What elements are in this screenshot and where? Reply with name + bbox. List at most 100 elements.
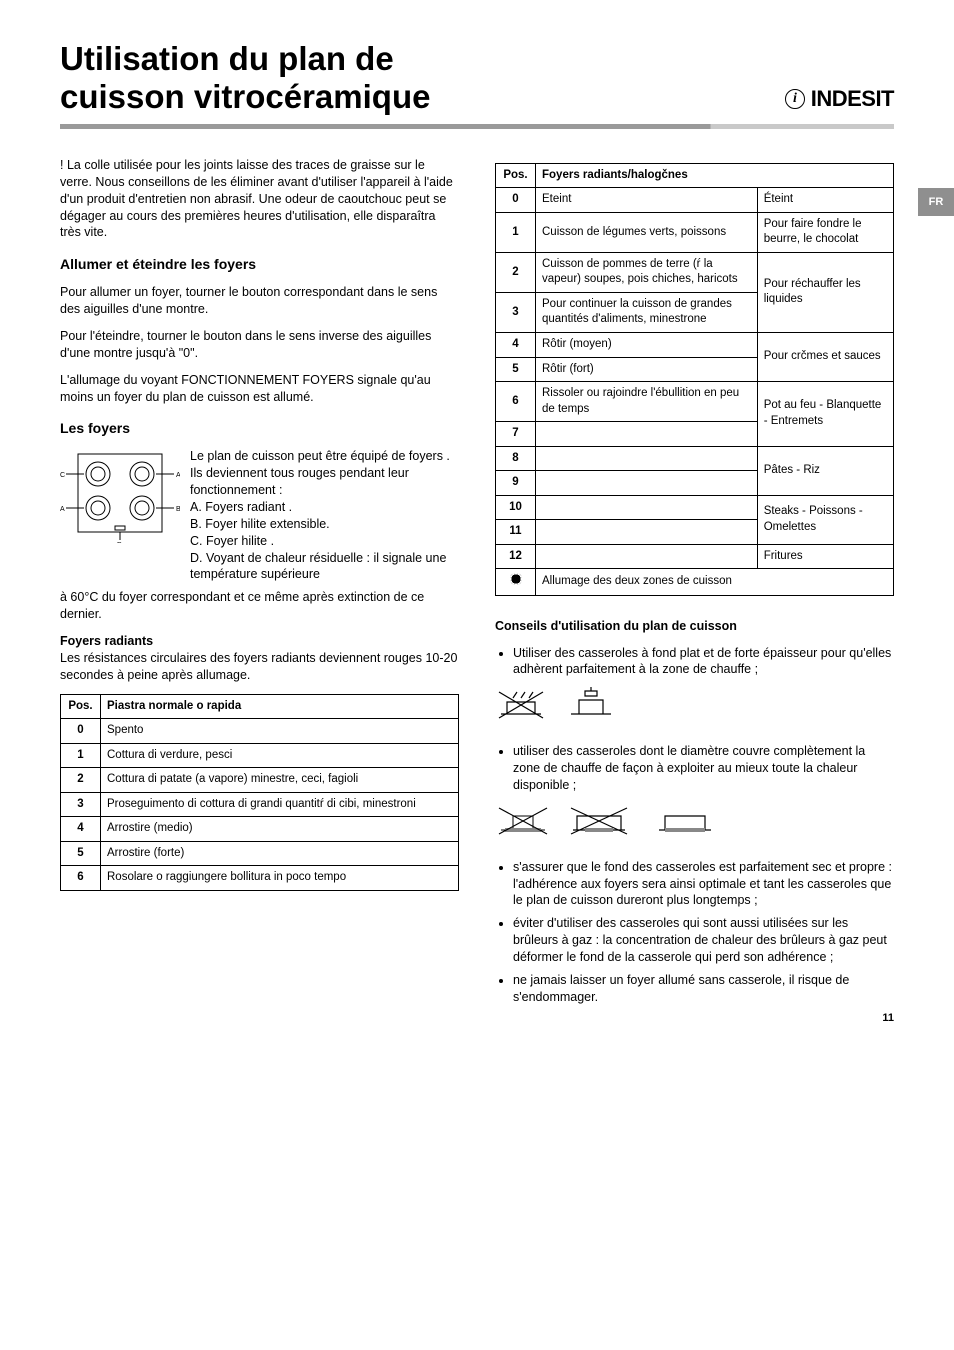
t2-r2-c1: Cuisson de pommes de terre (ŕ la vapeur)… xyxy=(536,252,758,292)
radiants-block: Foyers radiants Les résistances circulai… xyxy=(60,633,459,684)
t2-r2-c2: Pour réchauffer les liquides xyxy=(757,252,893,332)
tip-5: ne jamais laisser un foyer allumé sans c… xyxy=(513,972,894,1006)
t2-r12-c2: Fritures xyxy=(757,544,893,569)
t2-head-desc: Foyers radiants/halogčnes xyxy=(536,163,894,188)
radiants-p: Les résistances circulaires des foyers r… xyxy=(60,651,457,682)
svg-text:B: B xyxy=(176,506,180,513)
t2-r10-pos: 10 xyxy=(496,495,536,520)
logo-icon: i xyxy=(785,89,805,109)
t2-r10-c2: Steaks - Poissons - Omelettes xyxy=(757,495,893,544)
tips-heading-block: Conseils d'utilisation du plan de cuisso… xyxy=(495,618,894,635)
brand-text: INDESIT xyxy=(811,86,894,112)
t2-footer-icon xyxy=(496,569,536,596)
t2-r12-pos: 12 xyxy=(496,544,536,569)
t2-r6-c2: Pot au feu - Blanquette - Entremets xyxy=(757,382,893,447)
t2-r8-c2: Pâtes - Riz xyxy=(757,446,893,495)
dual-zone-icon xyxy=(510,573,522,585)
t2-r11-pos: 11 xyxy=(496,520,536,545)
cooktop-diagram: C A A B D xyxy=(60,448,180,543)
header-rule xyxy=(60,124,894,129)
svg-text:D: D xyxy=(117,542,122,543)
svg-text:C: C xyxy=(60,472,65,479)
t2-r1-c1: Cuisson de légumes verts, poissons xyxy=(536,212,758,252)
left-column: ! La colle utilisée pour les joints lais… xyxy=(60,157,459,1012)
foyers-legend: Le plan de cuisson peut être équipé de f… xyxy=(190,448,459,583)
title-line1: Utilisation du plan de xyxy=(60,40,394,77)
t2-footer: Allumage des deux zones de cuisson xyxy=(536,569,894,596)
t2-r0-c2: Éteint xyxy=(757,188,893,213)
page-title: Utilisation du plan de cuisson vitrocéra… xyxy=(60,40,430,116)
t1-r5-pos: 5 xyxy=(61,841,101,866)
tips-list: Utiliser des casseroles à fond plat et d… xyxy=(495,645,894,679)
t2-r4-c2: Pour crčmes et sauces xyxy=(757,333,893,382)
t2-r9-c1 xyxy=(536,471,758,496)
t2-r12-c1 xyxy=(536,544,758,569)
t2-r7-pos: 7 xyxy=(496,422,536,447)
t2-r1-c2: Pour faire fondre le beurre, le chocolat xyxy=(757,212,893,252)
tip-2: utiliser des casseroles dont le diamètre… xyxy=(513,743,894,794)
t1-r4-desc: Arrostire (medio) xyxy=(101,817,459,842)
t2-r5-pos: 5 xyxy=(496,357,536,382)
ignite-p3: L'allumage du voyant FONCTIONNEMENT FOYE… xyxy=(60,372,459,406)
t1-r6-pos: 6 xyxy=(61,866,101,891)
tips-icons-1 xyxy=(495,684,894,729)
foyers-c: C. Foyer hilite . xyxy=(190,534,274,548)
t2-r0-c1: Eteint xyxy=(536,188,758,213)
t2-r4-pos: 4 xyxy=(496,333,536,358)
t1-r4-pos: 4 xyxy=(61,817,101,842)
t2-r6-pos: 6 xyxy=(496,382,536,422)
t1-r1-desc: Cottura di verdure, pesci xyxy=(101,743,459,768)
foyers-tail: à 60°C du foyer correspondant et ce même… xyxy=(60,589,459,623)
heading-tips: Conseils d'utilisation du plan de cuisso… xyxy=(495,619,737,633)
t2-r3-c1: Pour continuer la cuisson de grandes qua… xyxy=(536,292,758,332)
t2-head-pos: Pos. xyxy=(496,163,536,188)
page-header: Utilisation du plan de cuisson vitrocéra… xyxy=(60,40,894,116)
t1-r5-desc: Arrostire (forte) xyxy=(101,841,459,866)
tip-4: éviter d'utiliser des casseroles qui son… xyxy=(513,915,894,966)
t2-r5-c1: Rôtir (fort) xyxy=(536,357,758,382)
foyers-diagram-block: C A A B D Le plan de cuisson peut être é… xyxy=(60,448,459,583)
t1-r0-desc: Spento xyxy=(101,719,459,744)
foyers-d: D. Voyant de chaleur résiduelle : il sig… xyxy=(190,551,446,582)
table-piastra: Pos. Piastra normale o rapida 0Spento 1C… xyxy=(60,694,459,891)
foyers-intro: Le plan de cuisson peut être équipé de f… xyxy=(190,449,450,497)
t1-r6-desc: Rosolare o raggiungere bollitura in poco… xyxy=(101,866,459,891)
t2-r0-pos: 0 xyxy=(496,188,536,213)
t2-r8-pos: 8 xyxy=(496,446,536,471)
t2-r2-pos: 2 xyxy=(496,252,536,292)
heading-foyers: Les foyers xyxy=(60,419,459,438)
t1-r2-pos: 2 xyxy=(61,768,101,793)
foyers-b: B. Foyer hilite extensible. xyxy=(190,517,330,531)
tips-list-2: utiliser des casseroles dont le diamètre… xyxy=(495,743,894,794)
t2-r1-pos: 1 xyxy=(496,212,536,252)
tips-icons-2 xyxy=(495,800,894,845)
svg-text:A: A xyxy=(176,472,180,479)
t1-head-pos: Pos. xyxy=(61,694,101,719)
t1-head-desc: Piastra normale o rapida xyxy=(101,694,459,719)
t1-r1-pos: 1 xyxy=(61,743,101,768)
t2-r11-c1 xyxy=(536,520,758,545)
t1-r0-pos: 0 xyxy=(61,719,101,744)
t2-r3-pos: 3 xyxy=(496,292,536,332)
tip-1: Utiliser des casseroles à fond plat et d… xyxy=(513,645,894,679)
t1-r2-desc: Cottura di patate (a vapore) minestre, c… xyxy=(101,768,459,793)
t2-r6-c1: Rissoler ou rajoindre l'ébullition en pe… xyxy=(536,382,758,422)
tips-list-3: s'assurer que le fond des casseroles est… xyxy=(495,859,894,1006)
heading-ignite: Allumer et éteindre les foyers xyxy=(60,255,459,274)
heading-radiants: Foyers radiants xyxy=(60,634,153,648)
t2-r9-pos: 9 xyxy=(496,471,536,496)
svg-text:A: A xyxy=(60,506,65,513)
t2-r10-c1 xyxy=(536,495,758,520)
tip-3: s'assurer que le fond des casseroles est… xyxy=(513,859,894,910)
brand-logo: i INDESIT xyxy=(785,86,894,116)
language-tab: FR xyxy=(918,188,954,216)
ignite-p1: Pour allumer un foyer, tourner le bouton… xyxy=(60,284,459,318)
table-foyers-radiant: Pos. Foyers radiants/halogčnes 0EteintÉt… xyxy=(495,163,894,596)
t2-r4-c1: Rôtir (moyen) xyxy=(536,333,758,358)
intro-paragraph: ! La colle utilisée pour les joints lais… xyxy=(60,157,459,241)
title-line2: cuisson vitrocéramique xyxy=(60,78,430,115)
t1-r3-pos: 3 xyxy=(61,792,101,817)
ignite-p2: Pour l'éteindre, tourner le bouton dans … xyxy=(60,328,459,362)
t2-r7-c1 xyxy=(536,422,758,447)
t1-r3-desc: Proseguimento di cottura di grandi quant… xyxy=(101,792,459,817)
